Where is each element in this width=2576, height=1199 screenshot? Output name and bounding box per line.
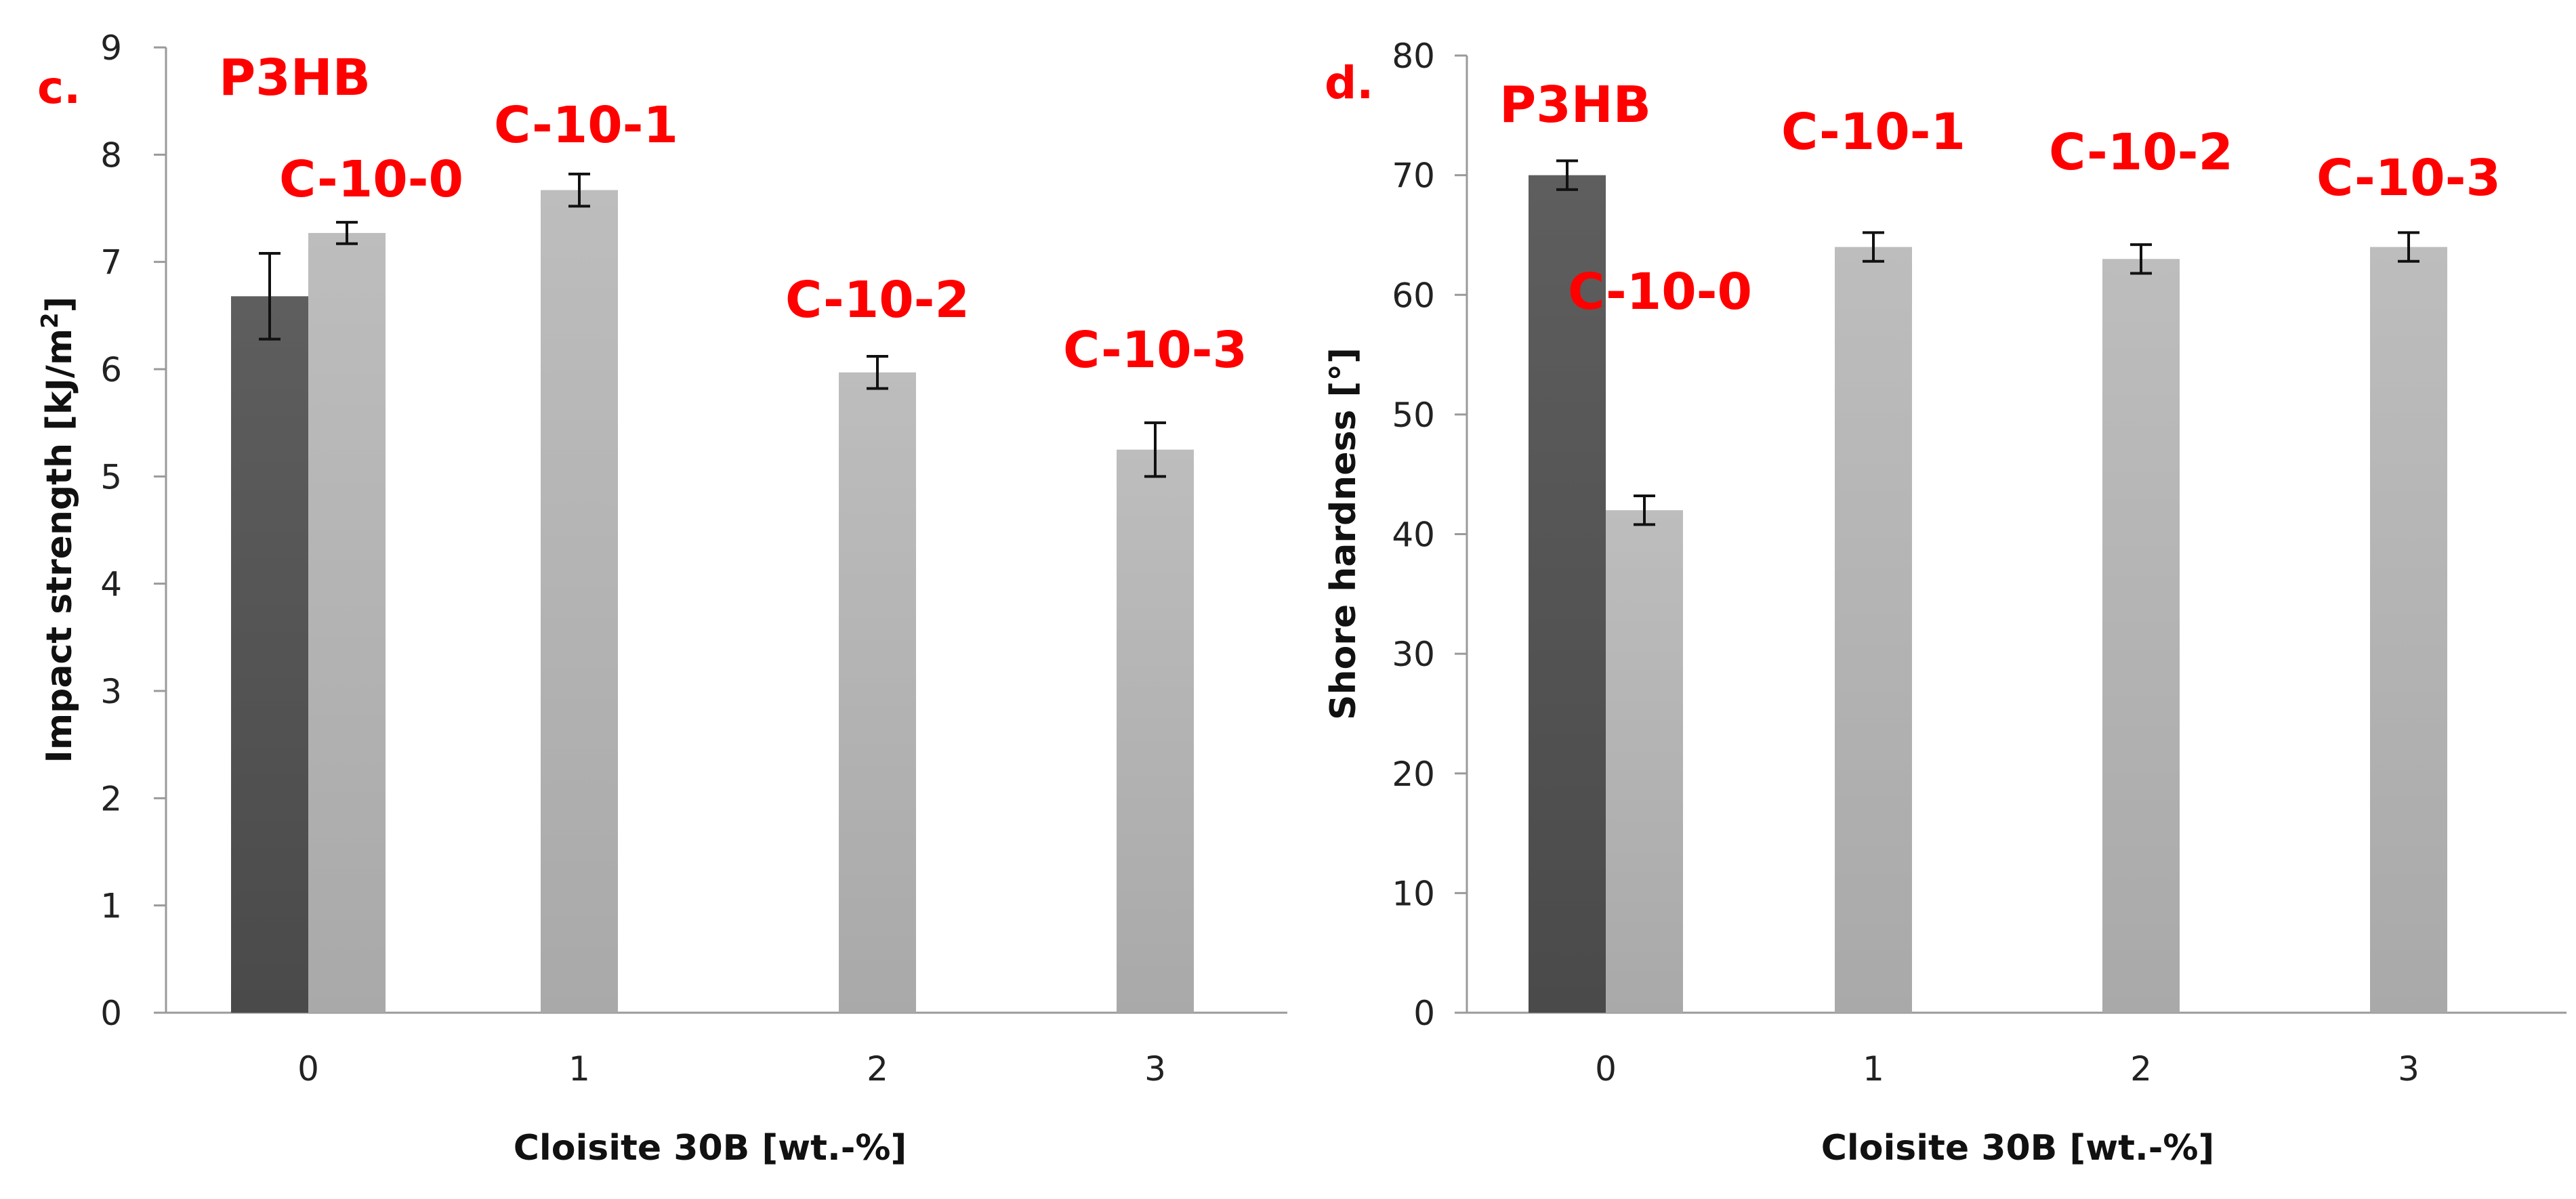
- y-ticks: 0 1 2 3 4 5 6 7 8 9: [100, 28, 166, 1033]
- y-tick-label: 60: [1392, 276, 1435, 315]
- y-tick-label: 7: [100, 243, 122, 282]
- bar-c-10-2: [2102, 259, 2180, 1013]
- y-tick-label: 9: [100, 28, 122, 68]
- y-tick-label: 4: [100, 565, 122, 604]
- chart-panel-shore-hardness: d. 0 10 20 30 40 50 60 70 80 0 1 2 3 P3HB C-10-0 C-10…: [1323, 37, 2567, 1169]
- x-tick-label: 2: [867, 1049, 888, 1089]
- y-tick-label: 5: [100, 457, 122, 497]
- y-tick-label: 2: [100, 779, 122, 818]
- y-axis-title: Impact strength [kJ/m2]: [37, 297, 80, 763]
- x-tick-label: 1: [1863, 1049, 1884, 1089]
- bar-label: C-10-2: [785, 271, 970, 329]
- bar-c-10-0: [308, 232, 386, 1013]
- bar-label: C-10-3: [1063, 321, 1247, 379]
- y-tick-label: 0: [1413, 994, 1435, 1033]
- bar-c-10-0: [1606, 510, 1683, 1013]
- y-axis-title-main: Impact strength [kJ/m: [39, 329, 80, 763]
- y-axis-title: Shore hardness [°]: [1323, 348, 1364, 720]
- y-tick-label: 0: [100, 994, 122, 1033]
- bar-label: C-10-0: [1568, 263, 1752, 321]
- bar-p3hb: [231, 296, 308, 1013]
- bar-c-10-3: [1117, 449, 1194, 1013]
- error-bars: [1556, 159, 2419, 526]
- x-ticks: 0 1 2 3: [297, 1049, 1166, 1089]
- bar-c-10-3: [2370, 247, 2447, 1013]
- bar-c-10-1: [541, 190, 618, 1013]
- error-bars: [259, 172, 1166, 478]
- bar-label: C-10-1: [1781, 103, 1966, 161]
- x-tick-label: 3: [2398, 1049, 2419, 1089]
- y-tick-label: 10: [1392, 874, 1435, 913]
- panel-label-d: d.: [1325, 57, 1373, 109]
- x-tick-label: 3: [1144, 1049, 1166, 1089]
- y-tick-label: 6: [100, 350, 122, 390]
- bar-c-10-1: [1835, 247, 1912, 1013]
- bars: [1529, 175, 2447, 1013]
- bar-label: C-10-2: [2049, 123, 2233, 182]
- y-tick-label: 1: [100, 887, 122, 926]
- bar-label: C-10-3: [2317, 149, 2501, 207]
- x-ticks: 0 1 2 3: [1595, 1049, 2419, 1089]
- bar-label: C-10-1: [494, 96, 678, 154]
- bar-labels: P3HB C-10-0 C-10-1 C-10-2 C-10-3: [219, 49, 1247, 379]
- y-tick-label: 30: [1392, 635, 1435, 674]
- y-tick-label: 40: [1392, 516, 1435, 555]
- chart-panel-impact-strength: c. 0 1 2 3 4 5 6 7 8 9 0 1 2 3 P3HB C-10-0 C-10-1 C-10-…: [37, 28, 1287, 1169]
- bar-labels: P3HB C-10-0 C-10-1 C-10-2 C-10-3: [1499, 76, 2501, 321]
- y-tick-label: 70: [1392, 156, 1435, 196]
- x-axis-title: Cloisite 30B [wt.-%]: [1821, 1128, 2215, 1169]
- y-tick-label: 80: [1392, 37, 1435, 76]
- bar-p3hb: [1529, 175, 1606, 1013]
- x-tick-label: 0: [1595, 1049, 1617, 1089]
- x-tick-label: 1: [568, 1049, 590, 1089]
- bar-c-10-2: [839, 372, 916, 1013]
- bar-label: P3HB: [1499, 76, 1651, 134]
- panel-label-c: c.: [37, 62, 81, 114]
- y-tick-label: 8: [100, 135, 122, 175]
- bar-label: P3HB: [219, 49, 371, 107]
- y-tick-label: 3: [100, 672, 122, 711]
- y-tick-label: 20: [1392, 755, 1435, 794]
- x-axis-title: Cloisite 30B [wt.-%]: [514, 1128, 907, 1169]
- x-tick-label: 0: [297, 1049, 319, 1089]
- bar-label: C-10-0: [279, 150, 463, 209]
- y-axis-title-end: ]: [39, 297, 80, 313]
- bars: [231, 190, 1194, 1013]
- y-ticks: 0 10 20 30 40 50 60 70 80: [1392, 37, 1467, 1033]
- y-tick-label: 50: [1392, 396, 1435, 435]
- y-axis-title-superscript: 2: [37, 312, 64, 329]
- x-tick-label: 2: [2130, 1049, 2152, 1089]
